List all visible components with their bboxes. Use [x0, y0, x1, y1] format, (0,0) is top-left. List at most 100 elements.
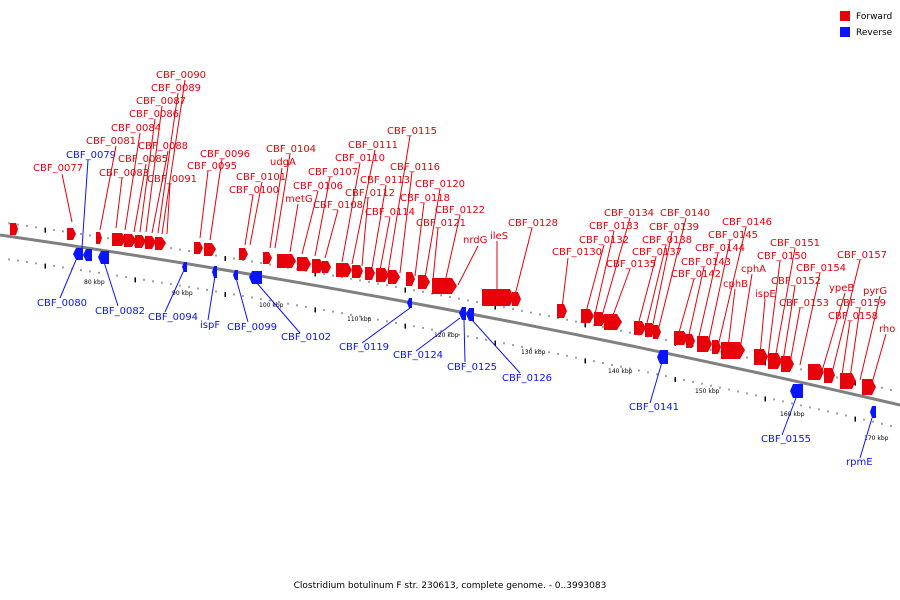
tick-mark [170, 247, 172, 250]
tick-mark [233, 257, 235, 260]
gene-label: CBF_0112 [345, 188, 395, 199]
gene-label: CBF_0142 [671, 269, 721, 280]
tick-mark [80, 233, 82, 235]
tick-mark [602, 326, 604, 329]
tick-mark [431, 328, 433, 331]
tick-label: 80 kbp [84, 279, 105, 286]
gene-label: CBF_0144 [695, 243, 745, 254]
tick-mark [197, 287, 199, 290]
forward-gene [581, 309, 594, 323]
gene-label: CBF_0096 [200, 149, 250, 160]
tick-mark [683, 378, 685, 381]
tick-mark [827, 410, 829, 413]
gene-label: CBF_0118 [400, 193, 450, 204]
tick-mark [359, 315, 361, 318]
tick-mark [215, 290, 217, 293]
tick-mark [674, 377, 676, 382]
tick-mark [836, 412, 838, 415]
tick-mark [386, 320, 388, 323]
tick-mark [323, 273, 325, 275]
tick-mark [260, 262, 262, 265]
reverse-gene [182, 262, 187, 272]
gene-label: ispF [200, 320, 220, 331]
tick-mark [620, 365, 622, 368]
tick-mark [224, 256, 226, 261]
forward-gene [277, 254, 296, 268]
reverse-gene [83, 249, 92, 261]
tick-mark [881, 386, 883, 389]
reverse-gene [790, 384, 803, 398]
tick-mark [521, 345, 523, 348]
forward-gene [557, 304, 567, 318]
tick-label: 160 kbp [780, 411, 805, 418]
tick-mark [377, 282, 379, 285]
forward-gene [124, 234, 136, 247]
tick-mark [881, 422, 883, 425]
tick-mark [467, 335, 469, 338]
tick-mark [368, 281, 370, 283]
gene-label: ileS [490, 231, 508, 242]
tick-mark [503, 342, 505, 345]
gene-label: CBF_0077 [33, 163, 83, 174]
tick-mark [314, 307, 316, 313]
tick-mark [269, 299, 271, 302]
gene-label: CBF_0122 [435, 205, 485, 216]
tick-mark [710, 384, 712, 387]
figure-caption: Clostridium botulinum F str. 230613, com… [294, 581, 607, 591]
tick-mark [440, 294, 442, 297]
tick-mark [539, 313, 541, 316]
tick-mark [35, 262, 37, 265]
gene-label: CBF_0151 [770, 238, 820, 249]
tick-mark [584, 358, 586, 364]
forward-gene [824, 368, 835, 383]
forward-gene [145, 236, 156, 249]
gene-label: CBF_0157 [837, 250, 887, 261]
tick-mark [35, 226, 37, 229]
forward-gene [155, 237, 166, 250]
tick-mark [422, 290, 424, 293]
gene-label: CBF_0107 [308, 167, 358, 178]
reverse-gene [466, 308, 474, 321]
gene-label: ypeB [829, 283, 854, 294]
forward-gene [781, 356, 794, 372]
forward-gene [808, 364, 824, 380]
gene-label: nrdG [463, 235, 487, 246]
legend: Forward Reverse [840, 11, 893, 38]
tick-mark [890, 424, 892, 427]
gene-label: CBF_0114 [365, 207, 415, 218]
gene-label: CBF_0090 [156, 70, 206, 81]
forward-gene [239, 248, 248, 260]
gene-label: CBF_0080 [37, 298, 87, 309]
forward-labels: CBF_0077 CBF_0081 CBF_0083 CBF_0084 CBF_… [33, 70, 895, 335]
tick-mark [152, 280, 154, 283]
reverse-genes [73, 248, 876, 418]
tick-label: 130 kbp [521, 349, 546, 356]
tick-mark [404, 323, 406, 329]
gene-label: CBF_0104 [266, 144, 316, 155]
gene-label: CBF_0111 [348, 140, 398, 151]
gene-label: CBF_0115 [387, 126, 437, 137]
reverse-gene [73, 248, 83, 260]
gene-label: ispE [755, 289, 776, 300]
reverse-gene [407, 298, 412, 308]
tick-mark [548, 315, 550, 318]
tick-mark [386, 284, 388, 287]
tick-mark [17, 259, 19, 262]
forward-gene [512, 292, 521, 306]
gene-label: CBF_0143 [681, 257, 731, 268]
tick-mark [188, 286, 190, 289]
forward-gene [594, 312, 606, 326]
tick-mark [332, 310, 334, 313]
forward-gene [96, 232, 102, 244]
gene-label: CBF_0146 [722, 217, 772, 228]
tick-mark [854, 416, 856, 422]
gene-label: CBF_0101 [236, 172, 286, 183]
gene-label: CBF_0099 [227, 322, 277, 333]
tick-mark [26, 260, 28, 263]
gene-label: CBF_0135 [606, 259, 656, 270]
gene-label: CBF_0119 [339, 342, 389, 353]
tick-mark [692, 380, 694, 383]
tick-mark [629, 331, 631, 334]
tick-mark [539, 349, 541, 352]
